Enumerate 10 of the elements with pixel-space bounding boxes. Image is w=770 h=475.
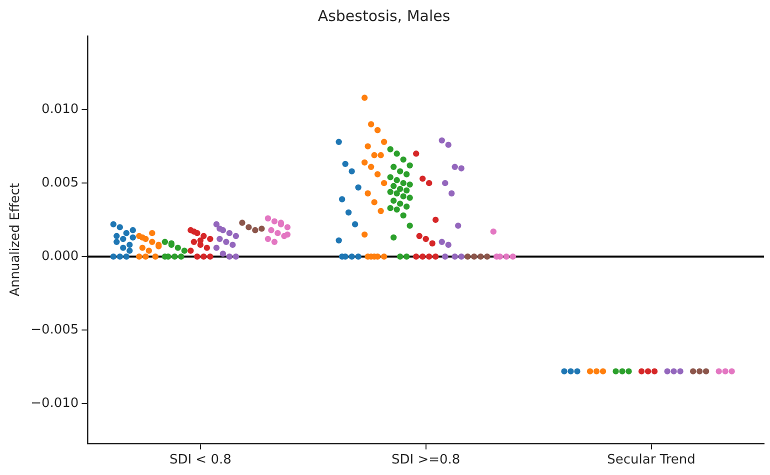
y-axis-title: Annualized Effect — [8, 182, 24, 296]
x-tick-label: SDI < 0.8 — [169, 452, 232, 468]
chart-title: Asbestosis, Males — [318, 6, 450, 25]
x-tick-label: SDI >=0.8 — [392, 452, 460, 468]
y-tick-label: 0.010 — [41, 102, 79, 117]
y-tick-label: −0.010 — [30, 396, 79, 412]
y-tick-label: 0.005 — [41, 175, 79, 190]
y-tick-label: 0.000 — [41, 248, 79, 264]
x-tick-label: Secular Trend — [607, 452, 696, 468]
y-tick-label: −0.005 — [30, 322, 79, 338]
